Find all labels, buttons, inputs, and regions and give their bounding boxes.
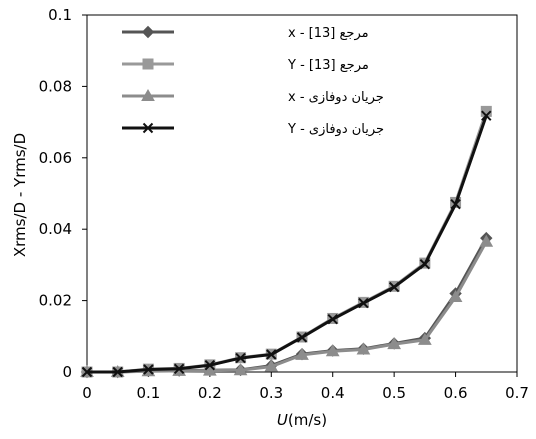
plot-area-frame [86,14,518,373]
data-point-triangle [202,363,217,376]
x-tick-label: 0.1 [136,384,160,402]
data-point-triangle [141,88,155,101]
x-tick-label: 0 [82,384,92,402]
legend: مرجع [13] - x مرجع [13] - Y جریان دوفازی -… [122,25,384,137]
legend-label: جریان دوفازی - x [288,90,384,105]
data-point-x [81,366,93,378]
data-point-x [112,366,123,378]
series-2 [81,105,492,378]
legend-label: مرجع [13] - x [288,26,369,41]
x-tick-label: 0.6 [444,384,468,402]
x-axis-label-units: (m/s) [288,411,327,429]
data-point-x [419,258,431,270]
x-tick-label: 0.7 [505,384,529,402]
x-tick-label: 0.3 [259,384,283,402]
x-tick-label: 0.2 [198,384,222,402]
data-point-triangle [356,342,371,355]
data-point-x [327,313,338,325]
legend-item-1: مرجع [13] - x [122,25,369,41]
data-point-x [450,199,461,210]
data-point-x [358,297,369,309]
data-point-diamond [141,25,155,39]
legend-label: مرجع [13] - Y [287,58,369,73]
series-4 [81,110,492,378]
y-tick-label: 0.06 [39,149,72,167]
legend-item-4: جریان دوفازی - Y [122,122,384,137]
series-3 [80,234,494,377]
data-point-x [481,110,492,121]
data-point-x [143,364,154,375]
data-point-triangle [417,332,432,345]
legend-item-2: مرجع [13] - Y [122,58,369,73]
data-point-x [296,332,308,343]
x-tick-label: 0.4 [321,384,345,402]
data-point-x [388,281,400,293]
y-tick-label: 0.1 [48,6,72,24]
data-point-x [142,122,154,134]
legend-item-3: جریان دوفازی - x [122,88,384,105]
data-point-triangle [233,363,248,376]
legend-label: جریان دوفازی - Y [287,122,384,137]
data-point-triangle [264,359,279,372]
y-axis-label: Xrms/D - Yrms/D [11,133,29,257]
data-point-triangle [479,234,494,247]
x-axis-label-symbol: U [277,411,288,429]
data-point-triangle [387,337,402,350]
data-point-x [235,352,246,364]
series-layer [80,105,494,379]
data-point-triangle [295,347,309,360]
y-tick-label: 0.02 [39,292,72,310]
data-point-triangle [448,290,463,303]
data-point-x [204,360,216,371]
series-line [87,110,488,374]
data-point-x [266,349,277,360]
data-point-square [142,58,154,70]
axes [86,14,518,373]
y-tick-label: 0 [62,363,72,381]
x-axis-label: U(m/s) [277,411,327,429]
series-line [87,240,488,374]
x-tick-label: 0.5 [382,384,406,402]
ticks: 0 0.1 0.2 0.3 0.4 0.5 0.6 0.7 0 0.02 0.04 0.06 0.08 0… [39,6,529,402]
data-point-x [173,363,185,374]
y-tick-label: 0.08 [39,77,72,95]
y-tick-label: 0.04 [39,220,72,238]
data-point-triangle [325,344,340,357]
